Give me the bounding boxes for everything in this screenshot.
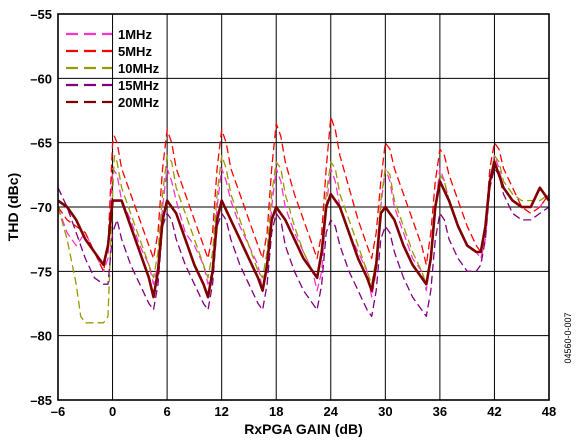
y-tick-label: –55 (30, 7, 52, 22)
x-tick-label: 18 (269, 404, 283, 419)
x-tick-label: 30 (378, 404, 392, 419)
x-tick-label: 24 (324, 404, 339, 419)
series-line-5mhz (57, 116, 550, 272)
y-tick-label: –80 (30, 329, 52, 344)
x-tick-label: 6 (163, 404, 170, 419)
y-tick-label: –60 (30, 71, 52, 86)
y-tick-label: –65 (30, 136, 52, 151)
legend: 1MHz 5MHz 10MHz 15MHz 20MHz (66, 27, 160, 110)
series-line-15mhz (57, 167, 550, 318)
series-layer (57, 116, 551, 324)
x-tick-label: 48 (542, 404, 556, 419)
legend-label: 15MHz (118, 78, 160, 93)
x-tick-label: 0 (109, 404, 116, 419)
legend-label: 10MHz (118, 61, 160, 76)
y-tick-label: –85 (30, 393, 52, 408)
y-tick-label: –75 (30, 264, 52, 279)
series-line-1mhz (57, 154, 550, 298)
legend-label: 1MHz (118, 27, 152, 42)
legend-label: 20MHz (118, 95, 160, 110)
legend-label: 5MHz (118, 44, 152, 59)
figure-id-label: 04560-0-007 (563, 312, 573, 363)
tick-label-layer: –6 0 6 12 18 24 30 36 42 48–85–80–75–70–65–60–55 (30, 7, 556, 419)
x-axis-title: RxPGA GAIN (dB) (244, 421, 362, 437)
x-tick-label: 12 (214, 404, 228, 419)
x-tick-label: 42 (487, 404, 501, 419)
y-axis-title: THD (dBc) (5, 173, 21, 241)
x-tick-label: 36 (433, 404, 447, 419)
x-tick-label: –6 (51, 404, 65, 419)
plot-frame (57, 13, 550, 401)
y-tick-label: –70 (30, 200, 52, 215)
series-line-20mhz (57, 160, 551, 299)
